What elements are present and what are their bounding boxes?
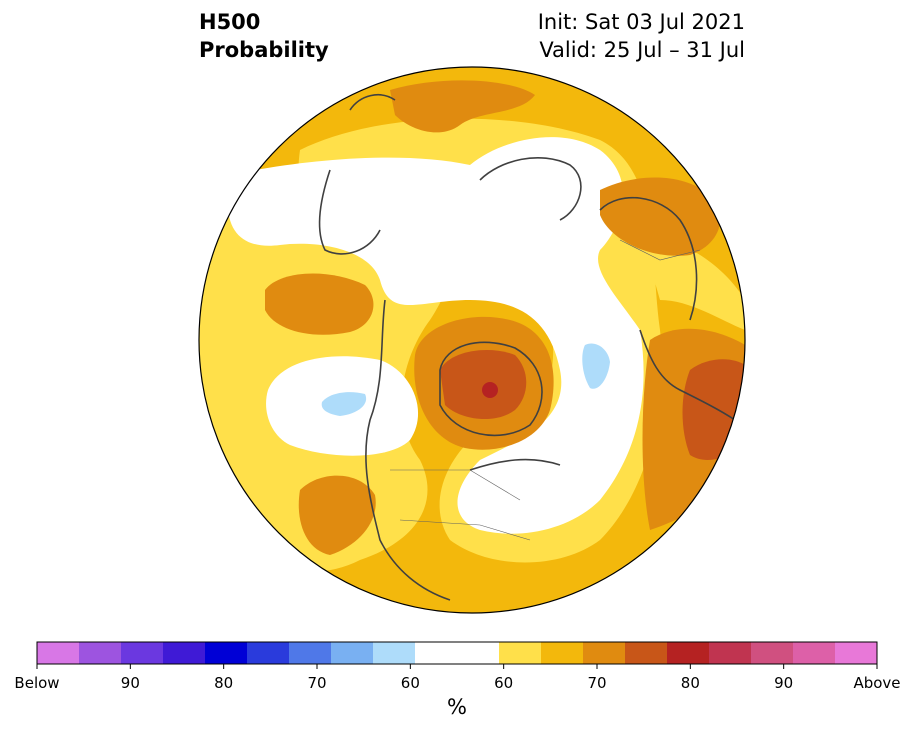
orange-region-north [390, 80, 535, 133]
colorbar-frame [36, 641, 878, 665]
colorbar-tick-label: 90 [120, 674, 140, 692]
colorbar-tick-label: Below [14, 674, 60, 692]
colorbar-unit: % [447, 695, 467, 719]
valid-range: Valid: 25 Jul – 31 Jul [539, 38, 745, 62]
forecast-dates: Init: Sat 03 Jul 2021 Valid: 25 Jul – 31… [538, 8, 745, 64]
map-boundary [198, 66, 746, 614]
colorbar-tick-label: 60 [400, 674, 420, 692]
colorbar-cell [499, 642, 542, 664]
orange-region-west [265, 273, 374, 335]
title-variable: H500 [199, 10, 261, 34]
colorbar-cells [37, 642, 878, 664]
colorbar-cell [373, 642, 416, 664]
colorbar-ticks [36, 664, 878, 669]
probability-shading [199, 67, 745, 613]
colorbar-cell [247, 642, 290, 664]
colorbar-cell [625, 642, 668, 664]
colorbar-tick-label: Above [853, 674, 901, 692]
orange-region-southwest [298, 475, 376, 555]
colorbar-cell [121, 642, 164, 664]
red-core-greenland [482, 382, 498, 398]
colorbar-cell [541, 642, 584, 664]
colorbar-cell [793, 642, 836, 664]
neutral-region-north [227, 137, 644, 534]
colorbar-tick-label: 90 [774, 674, 794, 692]
colorbar-cell [205, 642, 248, 664]
colorbar-cell [667, 642, 710, 664]
colorbar-cell [163, 642, 206, 664]
chart-title: H500 Probability [199, 8, 329, 64]
colorbar [36, 641, 878, 669]
colorbar-cell [415, 642, 458, 664]
colorbar-cell [331, 642, 374, 664]
colorbar-tick-label: 60 [494, 674, 514, 692]
darkorange-region-greenland [440, 350, 527, 420]
borders [390, 239, 701, 541]
colorbar-tick-label: 70 [307, 674, 327, 692]
title-field: Probability [199, 38, 329, 62]
colorbar-cell [37, 642, 80, 664]
below-region-pacific [321, 392, 367, 416]
colorbar-cell [709, 642, 752, 664]
coastlines [318, 94, 736, 601]
colorbar-cell [751, 642, 794, 664]
colorbar-tick-label: 80 [214, 674, 234, 692]
colorbar-tick-label: 80 [680, 674, 700, 692]
colorbar-cell [583, 642, 626, 664]
init-date: Init: Sat 03 Jul 2021 [537, 10, 745, 34]
probability-map [198, 66, 746, 614]
colorbar-cell [835, 642, 878, 664]
colorbar-cell [79, 642, 122, 664]
colorbar-tick-label: 70 [587, 674, 607, 692]
colorbar-cell [457, 642, 500, 664]
colorbar-cell [289, 642, 332, 664]
below-region-arctic [582, 343, 610, 389]
